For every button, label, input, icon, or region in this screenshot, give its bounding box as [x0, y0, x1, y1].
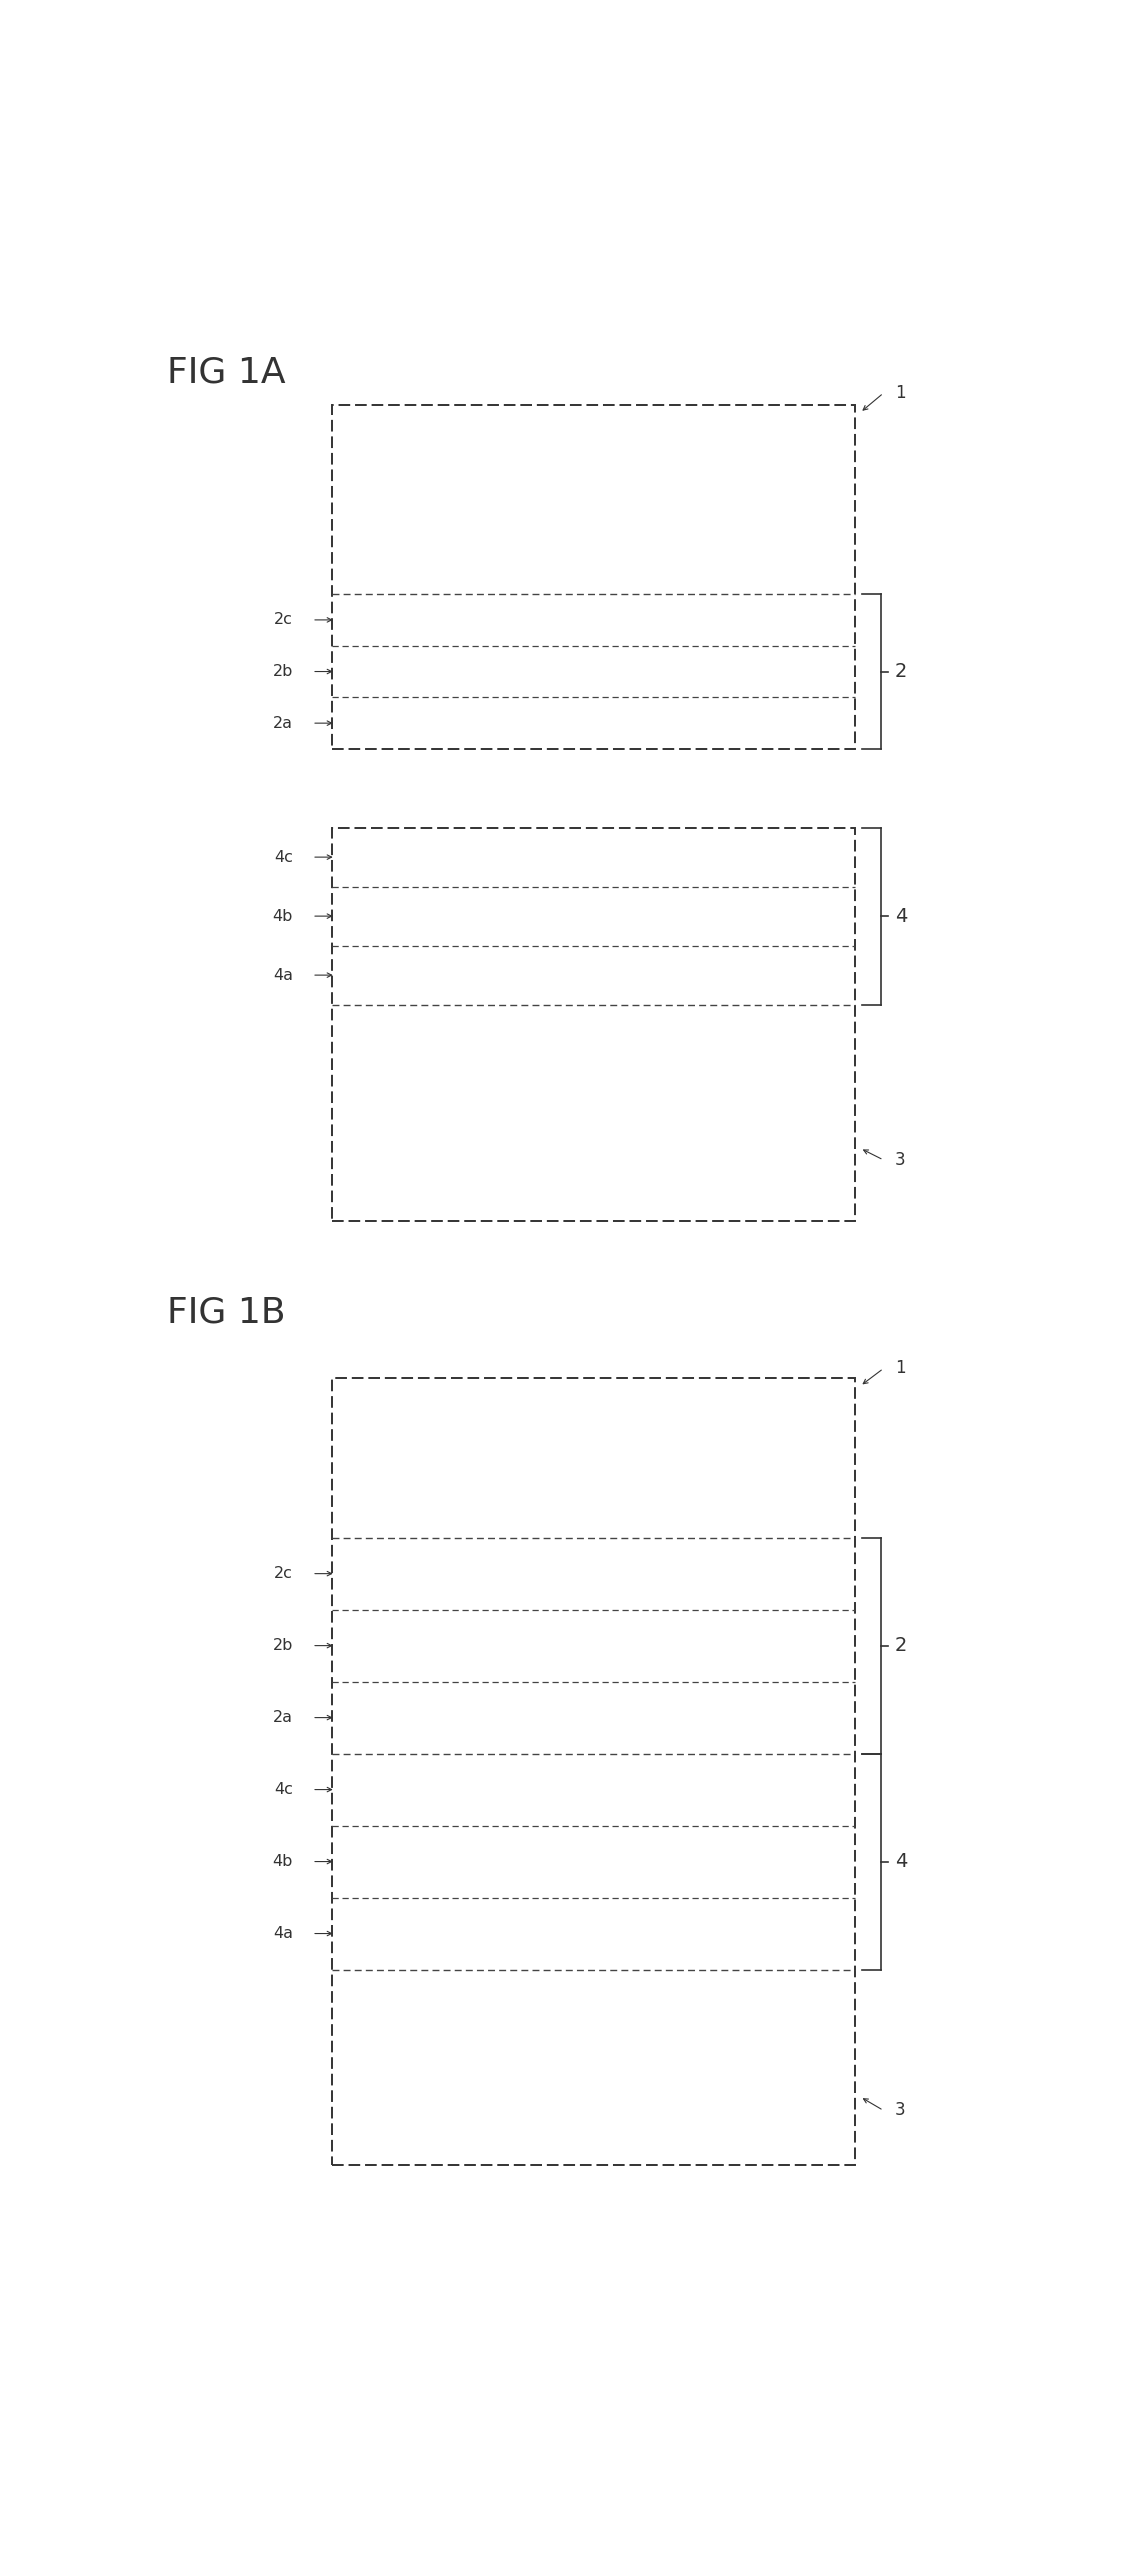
Text: 4b: 4b — [272, 909, 293, 925]
Text: 1: 1 — [895, 383, 906, 401]
Text: 2: 2 — [895, 1637, 907, 1655]
Text: 4c: 4c — [274, 850, 293, 866]
Text: 2c: 2c — [274, 613, 293, 628]
Text: 3: 3 — [895, 1152, 906, 1170]
Bar — [333, 827, 854, 1221]
Text: 4: 4 — [895, 1852, 907, 1872]
Text: 2c: 2c — [274, 1566, 293, 1581]
Text: 2a: 2a — [273, 1711, 293, 1724]
Text: FIG 1A: FIG 1A — [166, 355, 285, 391]
Text: 2a: 2a — [273, 715, 293, 730]
Text: 1: 1 — [895, 1359, 906, 1377]
Text: 2b: 2b — [272, 1637, 293, 1652]
Bar — [333, 1379, 854, 2166]
Text: 4a: 4a — [273, 1926, 293, 1941]
Text: 4a: 4a — [273, 968, 293, 983]
Text: 3: 3 — [895, 2102, 906, 2120]
Text: 4c: 4c — [274, 1783, 293, 1798]
Text: 2: 2 — [895, 661, 907, 682]
Text: FIG 1B: FIG 1B — [166, 1295, 285, 1331]
Text: 4: 4 — [895, 907, 907, 925]
Bar — [333, 406, 854, 748]
Text: 4b: 4b — [272, 1854, 293, 1870]
Text: 2b: 2b — [272, 664, 293, 679]
